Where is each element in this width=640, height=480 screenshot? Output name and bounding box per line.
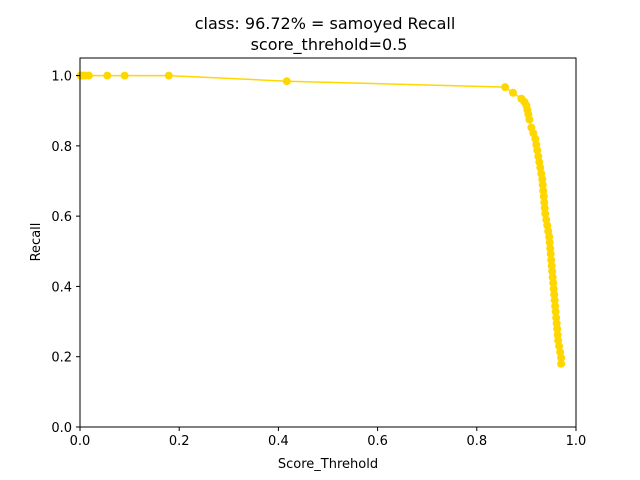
- y-tick-label: 0.6: [51, 210, 72, 225]
- data-point: [555, 342, 564, 351]
- x-tick-label: 0.2: [169, 434, 190, 449]
- data-point: [282, 77, 291, 86]
- data-point: [557, 353, 566, 362]
- data-point: [525, 115, 534, 124]
- data-point: [538, 180, 547, 189]
- axes: 0.0 0.2 0.4 0.6 0.8 1.0 0.0 0.2 0.4 0.6 0.8 1.0: [51, 57, 587, 449]
- x-axis-label: Score_Threhold: [278, 457, 378, 472]
- data-point: [533, 146, 542, 155]
- data-point: [541, 209, 550, 218]
- data-point: [546, 250, 555, 259]
- data-point: [120, 71, 129, 80]
- x-tick-label: 0.8: [466, 434, 487, 449]
- data-point: [536, 163, 545, 172]
- data-point: [539, 192, 548, 201]
- data-point: [549, 278, 558, 287]
- data-point: [551, 307, 560, 316]
- x-tick-label: 1.0: [566, 434, 587, 449]
- x-tick-label: 0.4: [268, 434, 289, 449]
- y-tick-label: 0.8: [51, 140, 72, 155]
- chart-title: class: 96.72% = samoyed Recall: [195, 14, 456, 33]
- data-point: [543, 221, 552, 230]
- data-point: [164, 71, 173, 80]
- data-point: [548, 267, 557, 276]
- chart-subtitle: score_threhold=0.5: [251, 35, 408, 55]
- data-point: [509, 88, 518, 97]
- data-point: [550, 296, 559, 305]
- plot-area: [76, 71, 566, 368]
- data-point: [84, 71, 93, 80]
- y-tick-label: 0.4: [51, 280, 72, 295]
- data-point: [557, 359, 566, 368]
- x-tick-label: 0.0: [70, 434, 91, 449]
- y-tick-label: 0.2: [51, 351, 72, 366]
- y-tick-label: 1.0: [51, 70, 72, 85]
- y-axis-label: Recall: [29, 223, 44, 262]
- data-point: [103, 71, 112, 80]
- y-tick-label: 0.0: [51, 421, 72, 436]
- data-point: [531, 134, 540, 143]
- data-point: [545, 238, 554, 247]
- plot-frame: [79, 57, 577, 428]
- data-point: [501, 83, 510, 92]
- data-point: [553, 324, 562, 333]
- x-tick-label: 0.6: [367, 434, 388, 449]
